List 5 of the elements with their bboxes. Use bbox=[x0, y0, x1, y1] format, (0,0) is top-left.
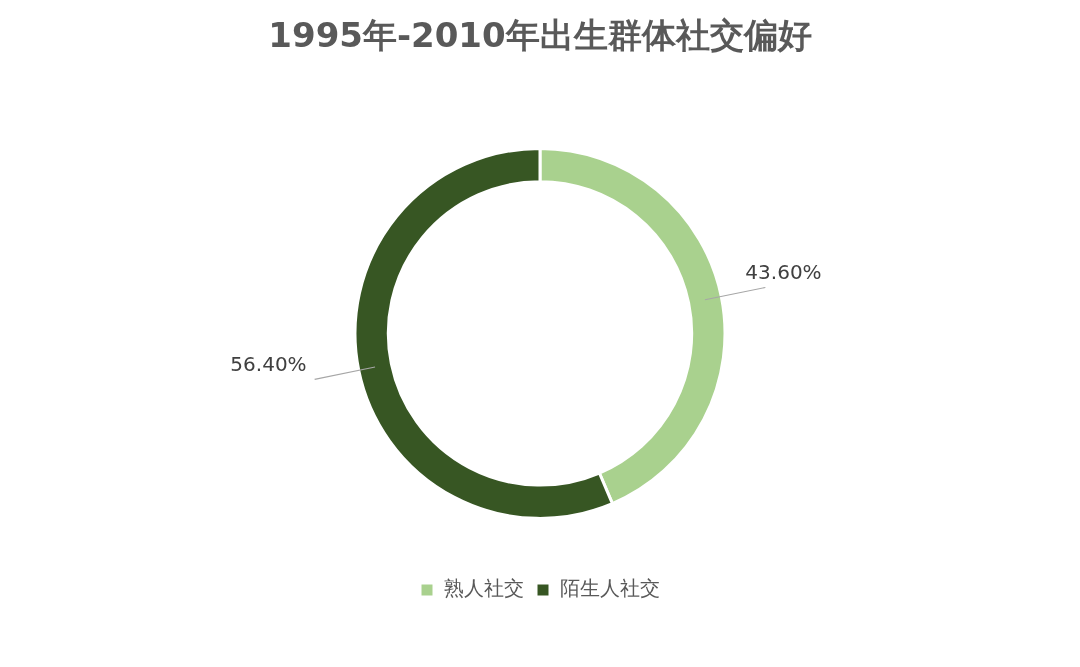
data-label: 56.40% bbox=[230, 351, 307, 376]
legend-label: 熟人社交 bbox=[444, 576, 524, 601]
legend-label: 陌生人社交 bbox=[560, 576, 660, 601]
data-label: 43.60% bbox=[745, 259, 822, 284]
chart-title: 1995年-2010年出生群体社交偏好 bbox=[268, 15, 812, 56]
